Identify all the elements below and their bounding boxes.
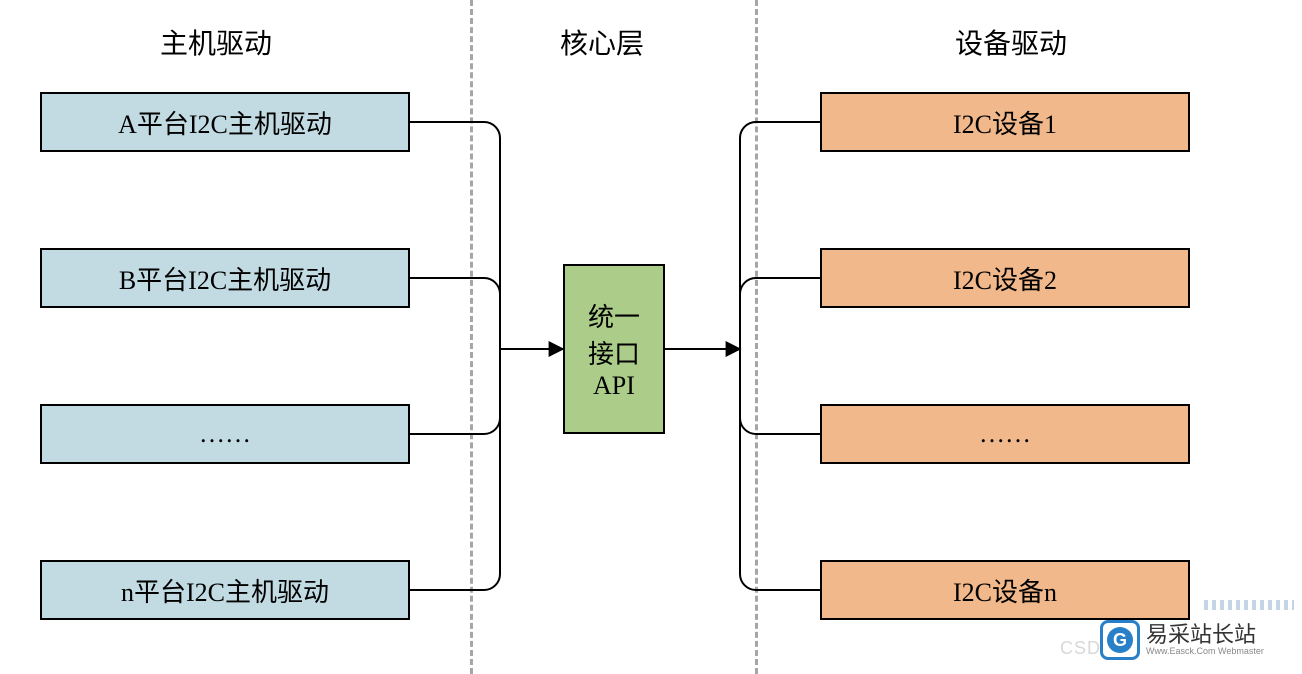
col-header-host: 主机驱动 [160,22,272,62]
device-node-2: …… [820,404,1190,464]
divider-1 [470,0,473,674]
host-node-3: n平台I2C主机驱动 [40,560,410,620]
csdn-watermark: CSD [1060,638,1101,659]
device-node-3: I2C设备n [820,560,1190,620]
host-node-1: B平台I2C主机驱动 [40,248,410,308]
watermark-logo-letter: G [1107,627,1133,653]
site-watermark: G 易采站长站 Www.Easck.Com Webmaster [1100,620,1264,660]
host-node-0: A平台I2C主机驱动 [40,92,410,152]
host-node-2: …… [40,404,410,464]
watermark-main-text: 易采站长站 [1146,623,1264,647]
watermark-sub-text: Www.Easck.Com Webmaster [1146,647,1264,657]
col-header-core: 核心层 [560,22,644,62]
col-header-device: 设备驱动 [955,22,1067,62]
divider-2 [755,0,758,674]
decorative-hatch [1204,600,1294,610]
device-node-0: I2C设备1 [820,92,1190,152]
device-node-1: I2C设备2 [820,248,1190,308]
watermark-logo: G [1100,620,1140,660]
core-node: 统一接口API [563,264,665,434]
